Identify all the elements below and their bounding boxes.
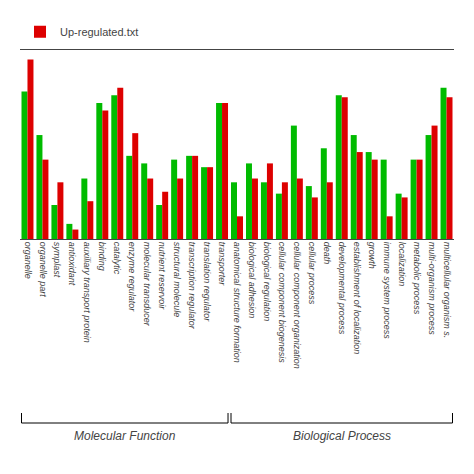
- svg-text:structural molecule: structural molecule: [172, 242, 182, 318]
- svg-text:metabolic process: metabolic process: [412, 242, 422, 315]
- svg-text:death: death: [322, 242, 332, 265]
- svg-text:multi-organism process: multi-organism process: [427, 242, 437, 336]
- svg-text:binding: binding: [97, 242, 107, 271]
- svg-text:translation regulator: translation regulator: [202, 242, 212, 323]
- svg-text:enzyme regulator: enzyme regulator: [127, 242, 137, 313]
- svg-text:symplast: symplast: [52, 242, 62, 278]
- svg-text:transporter: transporter: [217, 242, 227, 287]
- svg-text:Molecular Function: Molecular Function: [74, 429, 176, 443]
- svg-text:biological adhesion: biological adhesion: [247, 242, 257, 319]
- svg-text:catalytic: catalytic: [112, 242, 122, 275]
- svg-text:multicellular organism s.: multicellular organism s.: [442, 242, 452, 339]
- svg-text:growth: growth: [367, 242, 377, 269]
- svg-text:auxiliary transport protein: auxiliary transport protein: [82, 242, 92, 343]
- svg-text:anatomical structure formation: anatomical structure formation: [232, 242, 242, 363]
- svg-text:Up-regulated.txt: Up-regulated.txt: [60, 26, 138, 38]
- svg-text:nutrient reservoir: nutrient reservoir: [157, 242, 167, 311]
- svg-text:organelle: organelle: [23, 242, 33, 279]
- svg-text:cellular process: cellular process: [307, 242, 317, 305]
- svg-text:establishment of localization: establishment of localization: [352, 242, 362, 355]
- svg-text:immune system process: immune system process: [382, 242, 392, 340]
- svg-text:localization: localization: [397, 242, 407, 287]
- svg-text:developmental process: developmental process: [337, 242, 347, 335]
- svg-text:cellular component biogenesis: cellular component biogenesis: [277, 242, 287, 364]
- svg-text:antioxidant: antioxidant: [67, 242, 77, 286]
- svg-text:molecular transducer: molecular transducer: [142, 242, 152, 327]
- svg-text:Biological Process: Biological Process: [293, 429, 391, 443]
- svg-text:biological regulation: biological regulation: [262, 242, 272, 322]
- svg-text:cellular component organizatio: cellular component organization: [292, 242, 302, 369]
- svg-text:transcription regulator: transcription regulator: [187, 242, 197, 330]
- svg-text:organelle part: organelle part: [38, 242, 48, 298]
